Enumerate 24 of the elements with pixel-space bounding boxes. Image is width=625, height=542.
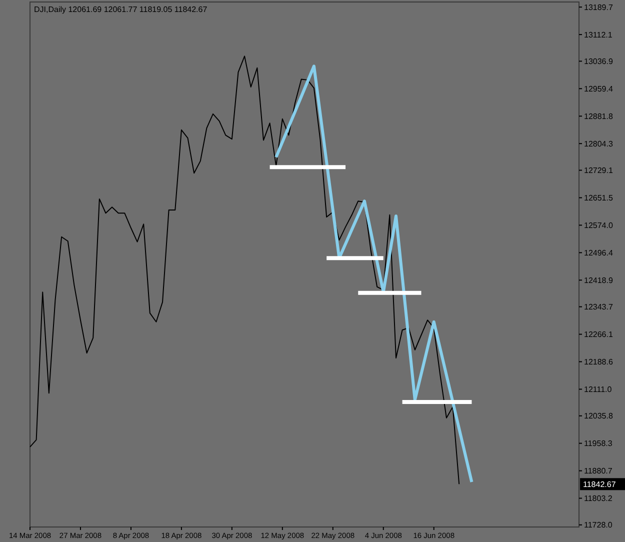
y-tick-label: 12111.0 (584, 384, 612, 394)
text: 11842.67 (583, 480, 616, 489)
y-tick-label: 12574.0 (584, 220, 614, 230)
y-tick-label: 12343.7 (584, 302, 614, 312)
y-tick-label: 12496.4 (584, 248, 614, 258)
y-tick-label: 12881.8 (584, 112, 614, 121)
y-tick-label: 11728.0 (584, 520, 613, 530)
y-tick-label: 12266.1 (584, 330, 614, 340)
chart-title: DJI,Daily 12061.69 12061.77 11819.05 11842.67 (34, 5, 208, 14)
y-tick-label: 12804.3 (584, 139, 614, 148)
y-tick-label: 11880.7 (584, 466, 613, 476)
y-tick-label: 13112.1 (584, 30, 613, 40)
y-tick-label: 12188.6 (584, 358, 614, 367)
y-tick-label: 13036.9 (584, 56, 614, 66)
y-tick-label: 12729.1 (584, 166, 614, 176)
y-tick-label: 11803.2 (584, 494, 613, 504)
line-series (30, 56, 460, 485)
y-tick-label: 11958.3 (584, 439, 613, 448)
y-tick-label: 12651.5 (584, 194, 614, 203)
y-tick-label: 12959.4 (584, 84, 614, 94)
y-tick-label: 12035.8 (584, 412, 614, 421)
line-series (274, 64, 474, 484)
y-tick-label: 12418.9 (584, 276, 614, 285)
y-tick-label: 13189.7 (584, 2, 614, 12)
